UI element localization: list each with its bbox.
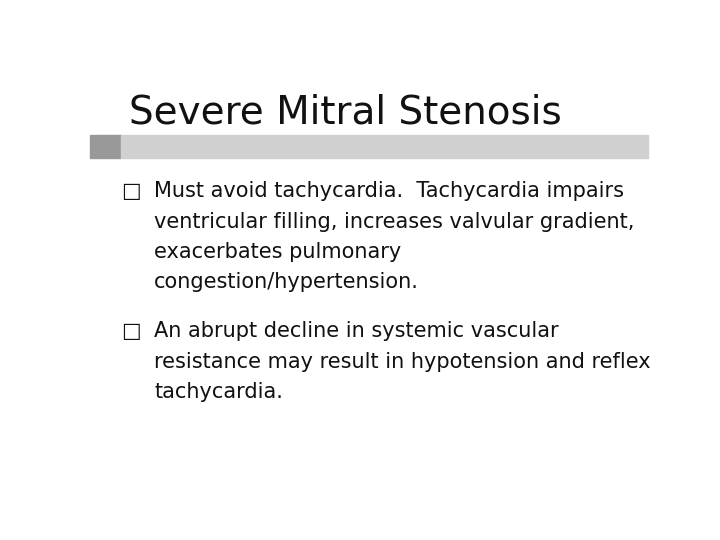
Bar bbox=[121, 136, 648, 158]
Text: □: □ bbox=[121, 321, 140, 341]
Text: Must avoid tachycardia.  Tachycardia impairs: Must avoid tachycardia. Tachycardia impa… bbox=[154, 181, 624, 201]
Text: An abrupt decline in systemic vascular: An abrupt decline in systemic vascular bbox=[154, 321, 559, 341]
Text: congestion/hypertension.: congestion/hypertension. bbox=[154, 272, 419, 292]
Text: resistance may result in hypotension and reflex: resistance may result in hypotension and… bbox=[154, 352, 651, 372]
Bar bbox=[90, 136, 121, 158]
Text: exacerbates pulmonary: exacerbates pulmonary bbox=[154, 242, 402, 262]
Text: ventricular filling, increases valvular gradient,: ventricular filling, increases valvular … bbox=[154, 212, 634, 232]
Text: tachycardia.: tachycardia. bbox=[154, 382, 283, 402]
Text: Severe Mitral Stenosis: Severe Mitral Stenosis bbox=[129, 94, 562, 132]
Text: □: □ bbox=[121, 181, 140, 201]
